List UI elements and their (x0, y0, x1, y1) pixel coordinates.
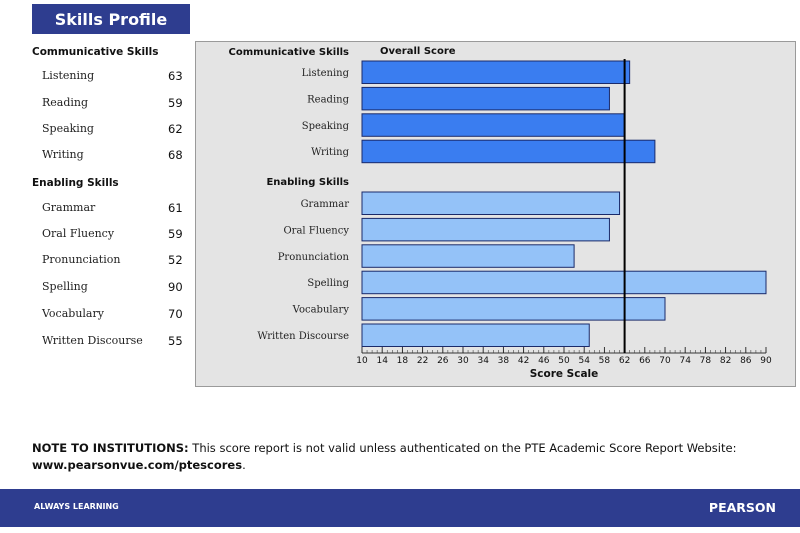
skill-label: Spelling (42, 280, 88, 293)
skill-label: Reading (42, 96, 89, 109)
skill-score: 62 (168, 122, 183, 136)
score-chart: Overall Score Communicative Skills Listeni… (229, 46, 772, 380)
skill-label: Grammar (42, 201, 96, 214)
list-item: Speaking 62 (32, 122, 192, 142)
list-item: Spelling 90 (32, 280, 192, 300)
score-chart-panel: Overall Score Communicative Skills Listeni… (195, 41, 796, 387)
bar-category-label: Reading (307, 94, 349, 105)
x-axis-tick-label: 22 (417, 356, 428, 366)
note-text: This score report is not valid unless au… (188, 441, 737, 455)
bar-category-label: Spelling (307, 278, 349, 289)
institution-note: NOTE TO INSTITUTIONS: This score report … (32, 440, 772, 474)
x-axis-tick-label: 34 (477, 356, 489, 366)
skill-label: Listening (42, 69, 95, 82)
skill-score: 59 (168, 96, 183, 110)
chart-title: Overall Score (380, 46, 456, 57)
x-axis-tick-label: 30 (457, 356, 469, 366)
list-item: Grammar 61 (32, 201, 192, 221)
bar-category-label: Speaking (302, 121, 350, 132)
x-axis-tick-label: 14 (376, 356, 388, 366)
footer-tagline: ALWAYS LEARNING (34, 502, 119, 511)
bar (361, 139, 656, 164)
bar (361, 270, 767, 295)
list-item: Written Discourse 55 (32, 334, 192, 354)
skill-score: 55 (168, 334, 183, 348)
skill-label: Speaking (42, 122, 94, 135)
list-item: Writing 68 (32, 148, 192, 168)
list-item: Reading 59 (32, 96, 192, 116)
bar-category-label: Grammar (301, 199, 350, 210)
skill-score: 52 (168, 253, 183, 267)
bar-category-label: Writing (311, 147, 349, 158)
x-axis-tick-label: 54 (578, 356, 590, 366)
x-axis-tick-label: 86 (740, 356, 752, 366)
bar-category-label: Listening (302, 68, 350, 79)
x-axis-tick-label: 66 (639, 356, 651, 366)
skill-label: Oral Fluency (42, 227, 115, 240)
bar (361, 113, 626, 137)
list-item: Listening 63 (32, 69, 192, 89)
skill-label: Vocabulary (42, 307, 104, 320)
skill-label: Written Discourse (42, 334, 143, 347)
skill-score: 90 (168, 280, 183, 294)
bar (361, 323, 590, 347)
bar (361, 244, 575, 268)
list-item: Oral Fluency 59 (32, 227, 192, 247)
bar-category-label: Vocabulary (292, 305, 350, 316)
page-title: Skills Profile (32, 4, 190, 34)
x-axis-tick-label: 82 (720, 356, 731, 366)
list-item: Vocabulary 70 (32, 307, 192, 327)
x-axis-tick-label: 18 (397, 356, 409, 366)
list-item: Pronunciation 52 (32, 253, 192, 273)
x-axis-tick-label: 46 (538, 356, 550, 366)
score-website-link[interactable]: www.pearsonvue.com/ptescores (32, 458, 243, 472)
skill-score: 59 (168, 227, 183, 241)
skill-label: Writing (42, 148, 84, 161)
x-axis-tick-label: 26 (437, 356, 449, 366)
bar-category-label: Pronunciation (278, 252, 350, 263)
x-axis-tick-label: 50 (558, 356, 570, 366)
x-axis-tick-label: 90 (760, 356, 772, 366)
group-heading: Enabling Skills (266, 177, 349, 188)
bar (361, 86, 610, 111)
x-axis-tick-label: 62 (619, 356, 630, 366)
pearson-logo: PEARSON (708, 500, 776, 515)
x-axis-tick-label: 78 (700, 356, 712, 366)
skill-score: 61 (168, 201, 183, 215)
bar (361, 191, 621, 215)
communicative-skills-heading: Communicative Skills (32, 46, 159, 58)
bar (361, 60, 631, 84)
enabling-skills-heading: Enabling Skills (32, 177, 119, 189)
bar-category-label: Written Discourse (257, 331, 349, 342)
skill-score: 70 (168, 307, 183, 321)
bar-category-label: Oral Fluency (283, 225, 349, 236)
group-heading: Communicative Skills (229, 47, 350, 58)
x-axis-tick-label: 58 (599, 356, 611, 366)
skill-score: 63 (168, 69, 183, 83)
bar (361, 297, 666, 321)
note-label: NOTE TO INSTITUTIONS: (32, 441, 189, 455)
x-axis-tick-label: 42 (518, 356, 529, 366)
x-axis-tick-label: 10 (356, 356, 368, 366)
x-axis-title: Score Scale (530, 368, 599, 380)
x-axis-tick-label: 70 (659, 356, 671, 366)
skill-label: Pronunciation (42, 253, 121, 266)
footer-bar: ALWAYS LEARNING PEARSON (0, 489, 800, 527)
bar (361, 217, 610, 242)
x-axis-tick-label: 38 (498, 356, 510, 366)
note-end: . (242, 458, 246, 472)
x-axis-tick-label: 74 (679, 356, 691, 366)
skill-score: 68 (168, 148, 183, 162)
